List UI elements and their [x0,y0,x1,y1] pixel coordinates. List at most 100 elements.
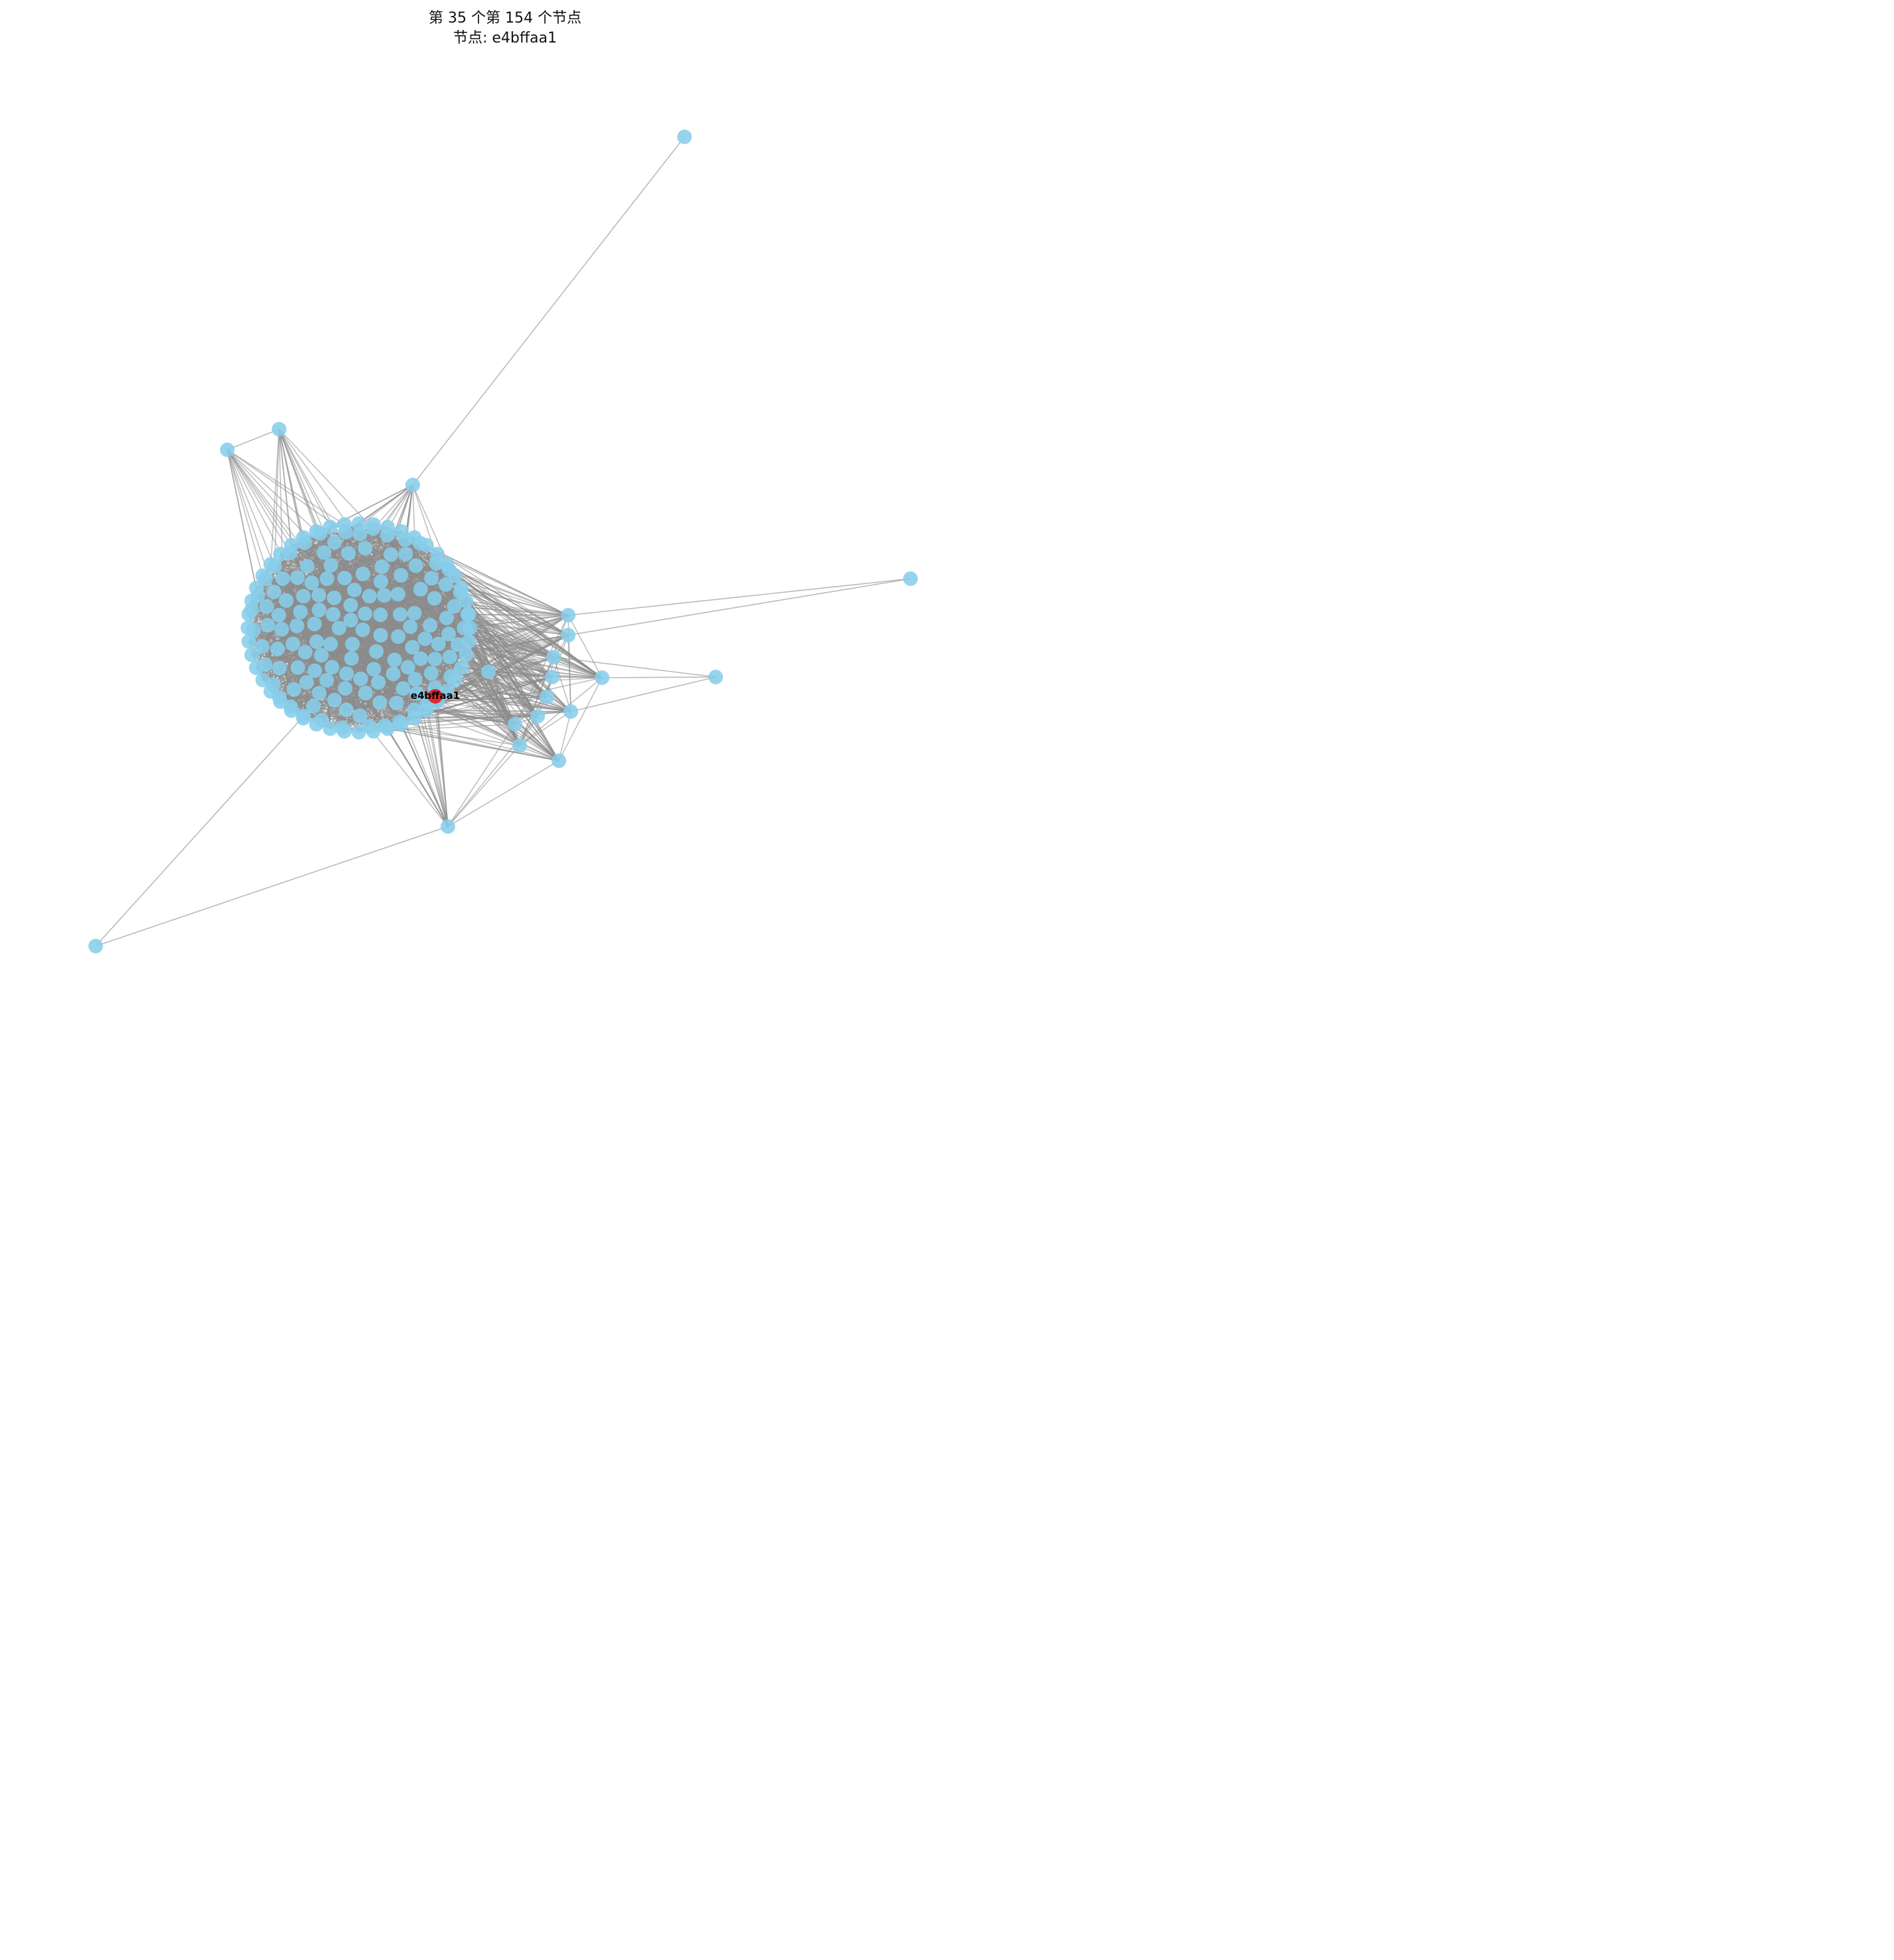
edge [446,563,554,658]
edge [399,614,538,717]
graph-node [312,686,327,701]
graph-node [319,672,334,688]
graph-node [595,670,609,685]
edge [384,725,520,746]
graph-node [356,566,371,581]
graph-node [373,574,389,589]
graph-node [326,590,342,605]
graph-node [677,130,692,144]
graph-node [430,546,445,561]
graph-node [272,546,288,561]
graph-node [326,607,341,622]
graph-node [322,520,338,535]
graph-node [249,580,264,595]
graph-node [300,559,315,574]
edge [553,656,572,712]
edge [553,656,716,678]
graph-node [339,666,354,681]
graph-node [341,545,356,561]
graph-node [284,703,299,718]
edge [412,136,685,486]
edge [568,615,603,678]
graph-node [263,684,278,699]
graph-node [564,704,578,719]
graph-node [296,589,311,604]
graph-node [442,649,457,664]
graph-node [241,634,257,649]
edge [469,627,560,761]
graph-node [343,613,358,628]
edge [278,429,374,530]
edge [447,745,520,827]
graph-node [337,570,352,585]
graph-node [427,651,443,666]
graph-node [450,637,465,652]
graph-node [352,708,368,724]
edge [227,449,317,532]
edge [450,676,516,725]
graph-node [343,597,358,613]
node-layer [88,130,918,953]
graph-node [244,593,259,609]
graph-node [441,819,455,834]
chart-title: 第 35 个第 154 个节点 [429,10,581,27]
edge [447,716,538,827]
graph-node [241,621,255,635]
edge [553,656,603,678]
edge [425,710,449,827]
edge [278,429,331,528]
graph-node [380,721,395,736]
graph-node [391,587,406,602]
graph-node [454,580,469,595]
graph-node [403,619,418,635]
graph-node [319,571,334,587]
graph-node [352,725,366,739]
graph-node [255,672,270,688]
graph-node [423,666,439,681]
graph-node [373,628,388,643]
graph-node [561,608,576,623]
edge [227,449,275,567]
edge [568,578,911,616]
edge [227,449,259,596]
graph-node [266,584,282,599]
graph-node [374,559,389,575]
edge [278,429,346,579]
edge [372,528,516,725]
graph-node [345,637,360,652]
graph-node [362,589,377,604]
edge [227,449,291,553]
graph-node [366,662,381,677]
graph-node [272,694,288,710]
graph-node [389,696,404,711]
edge [488,671,553,678]
graph-node [508,717,522,732]
edge [399,721,560,761]
graph-node [413,581,428,597]
edge [95,826,449,947]
graph-node [327,535,342,550]
edge [384,725,560,761]
graph-node [481,664,496,679]
graph-node [407,672,423,687]
edge [270,429,280,565]
graph-node [454,660,469,676]
edge [558,711,572,761]
graph-node [358,686,373,701]
graph-node [366,517,381,532]
graph-node [358,606,373,621]
edge [488,635,569,672]
edge [227,449,264,576]
edge [460,592,554,658]
graph-node [88,939,103,953]
graph-node [306,699,321,714]
graph-node [323,637,338,652]
graph-node [459,647,474,662]
edge [95,717,303,947]
graph-node [417,631,433,646]
graph-node [461,634,476,649]
graph-node [278,593,294,608]
graph-node [407,710,422,726]
graph-node [263,557,278,572]
edge [278,429,292,545]
